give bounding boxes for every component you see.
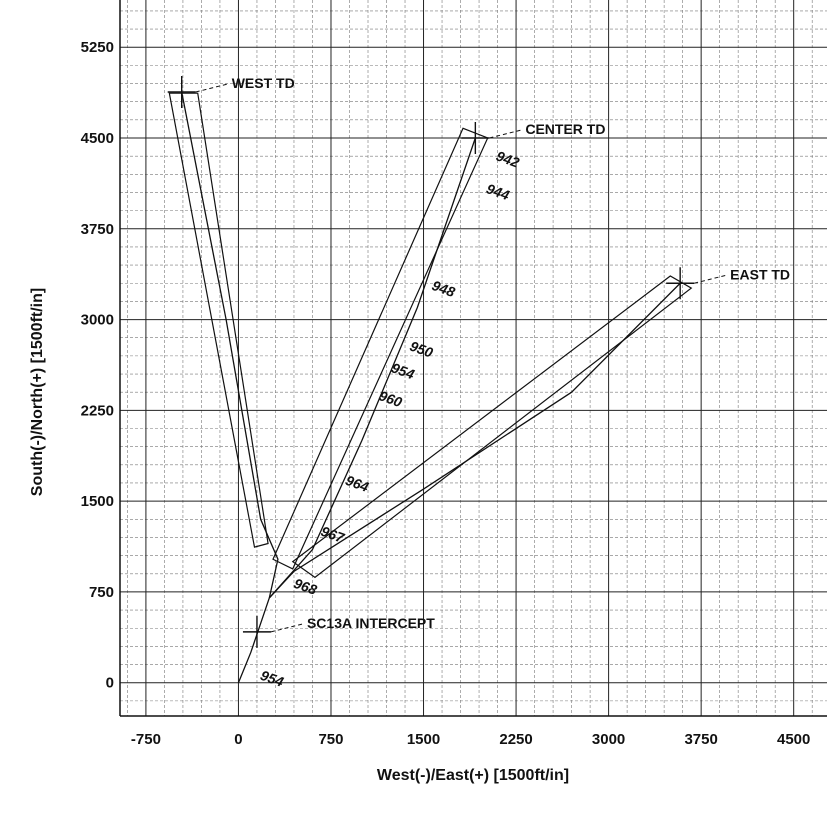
minor-grid [120,0,827,716]
depth-label: 948 [430,277,458,300]
td-label: EAST TD [730,266,790,282]
td-leader-line [489,129,522,139]
depth-label: 944 [484,180,512,203]
depth-label: 954 [389,359,417,382]
depth-label: 968 [292,575,320,598]
plot-frame [119,0,827,717]
y-tick-label: 3000 [81,312,114,329]
well-paths [181,91,681,683]
x-axis-title: West(-)/East(+) [1500ft/in] [377,767,569,784]
well-path-line [237,597,270,683]
y-tick-label: 1500 [81,493,114,510]
td-label: SC13A INTERCEPT [307,615,435,631]
y-tick-label: 4500 [81,130,114,147]
td-label: CENTER TD [525,121,605,137]
td-leader-line [270,623,304,633]
x-tick-label: -750 [131,731,161,748]
y-tick-label: 5250 [81,39,114,56]
depth-label: 964 [344,472,372,495]
x-tick-label: 1500 [407,731,440,748]
depth-label: 967 [319,523,348,546]
y-tick-label: 3750 [81,221,114,238]
target-corridor [291,275,693,579]
x-tick-label: 0 [234,731,242,748]
td-label: WEST TD [232,75,295,91]
x-tick-label: 750 [318,731,343,748]
td-leader-line [195,83,228,93]
y-tick-label: 2250 [81,402,114,419]
depth-label: 954 [258,667,286,690]
td-leader-line [694,274,727,284]
x-tick-label: 4500 [777,731,810,748]
depth-label: 960 [377,387,405,410]
y-tick-label: 0 [106,675,114,692]
x-axis-ticks: -750 0 750 1500 2250 3000 3750 4500 [131,731,810,748]
target-corridor [168,92,269,548]
x-tick-label: 3000 [592,731,625,748]
y-tick-label: 750 [89,584,114,601]
depth-label: 942 [494,148,522,171]
x-tick-label: 3750 [684,731,717,748]
well-path-line [268,282,681,599]
y-axis-title: South(-)/North(+) [1500ft/in] [29,288,46,496]
well-path-line [181,91,279,599]
x-tick-label: 2250 [499,731,532,748]
td-markers: WEST TD CENTER TD EAST TD SC13A INTERCEPT [167,75,790,648]
depth-label: 950 [408,338,436,361]
well-path-line [268,137,476,599]
y-axis-ticks: 0 750 1500 2250 3000 3750 4500 5250 [81,39,114,692]
